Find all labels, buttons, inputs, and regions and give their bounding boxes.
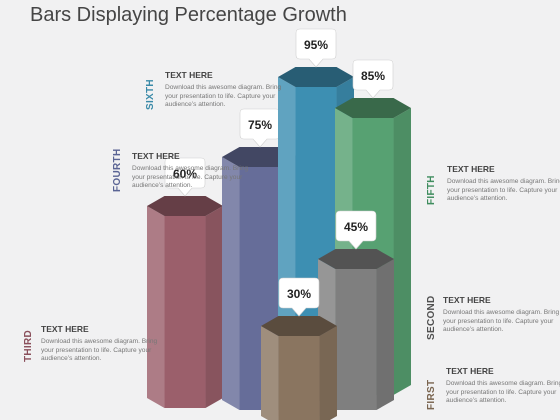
value-bubble-first: 30%: [278, 277, 320, 317]
label-second: SECOND: [426, 295, 437, 340]
bar-face-right: [205, 206, 223, 408]
value-label: 30%: [287, 287, 311, 301]
text-heading-sixth: TEXT HERE: [165, 70, 213, 80]
bar-top: [278, 67, 354, 87]
label-fifth: FIFTH: [426, 175, 437, 205]
bar-face-right: [319, 326, 337, 420]
text-block-sixth: TEXT HERE Download this awesome diagram.…: [165, 70, 287, 110]
value-bubble-second: 45%: [335, 210, 377, 250]
value-bubble-fourth: 75%: [239, 108, 281, 148]
bar-face-left: [261, 326, 279, 420]
text-heading-first: TEXT HERE: [446, 366, 494, 376]
bar-top: [335, 98, 411, 118]
bar-top: [318, 249, 394, 269]
bar-face-left: [222, 157, 240, 410]
text-body-third: Download this awesome diagram. Bring you…: [41, 338, 158, 363]
value-label: 95%: [304, 38, 328, 52]
text-body-second: Download this awesome diagram. Bring you…: [443, 309, 560, 334]
value-bubble-sixth: 95%: [295, 28, 337, 68]
label-fourth: FOURTH: [112, 148, 123, 192]
text-heading-fifth: TEXT HERE: [447, 164, 495, 174]
value-bubble-third: 60%: [164, 157, 206, 197]
text-heading-fourth: TEXT HERE: [132, 151, 180, 161]
bar-face-right: [376, 259, 394, 410]
page-title: Bars Displaying Percentage Growth: [30, 4, 347, 26]
text-block-fourth: TEXT HERE Download this awesome diagram.…: [132, 151, 254, 191]
text-body-sixth: Download this awesome diagram. Bring you…: [165, 84, 282, 109]
text-heading-third: TEXT HERE: [41, 324, 89, 334]
text-heading-second: TEXT HERE: [443, 295, 491, 305]
bar-face-left: [147, 206, 165, 408]
bar-face-front: [164, 216, 206, 408]
value-label: 75%: [248, 118, 272, 132]
text-block-first: TEXT HERE Download this awesome diagram.…: [446, 366, 560, 406]
bar-top: [261, 316, 337, 336]
value-bubble-fifth: 85%: [352, 59, 394, 99]
text-body-fifth: Download this awesome diagram. Bring you…: [447, 178, 560, 203]
label-first: FIRST: [426, 379, 437, 410]
text-body-first: Download this awesome diagram. Bring you…: [446, 380, 560, 405]
text-block-fifth: TEXT HERE Download this awesome diagram.…: [447, 164, 560, 204]
bar-face-right: [393, 108, 411, 395]
bar-first: 30%: [261, 277, 337, 420]
bar-top: [147, 196, 223, 216]
text-block-third: TEXT HERE Download this awesome diagram.…: [41, 324, 163, 364]
value-label: 85%: [361, 69, 385, 83]
bar-face-front: [335, 269, 377, 410]
bar-face-front: [278, 336, 320, 420]
value-label: 45%: [344, 220, 368, 234]
label-sixth: SIXTH: [145, 79, 156, 110]
value-label: 60%: [173, 167, 197, 181]
text-body-fourth: Download this awesome diagram. Bring you…: [132, 165, 249, 190]
bar-third: 60%: [147, 157, 223, 408]
text-block-second: TEXT HERE Download this awesome diagram.…: [443, 295, 560, 335]
label-third: THIRD: [23, 329, 34, 362]
